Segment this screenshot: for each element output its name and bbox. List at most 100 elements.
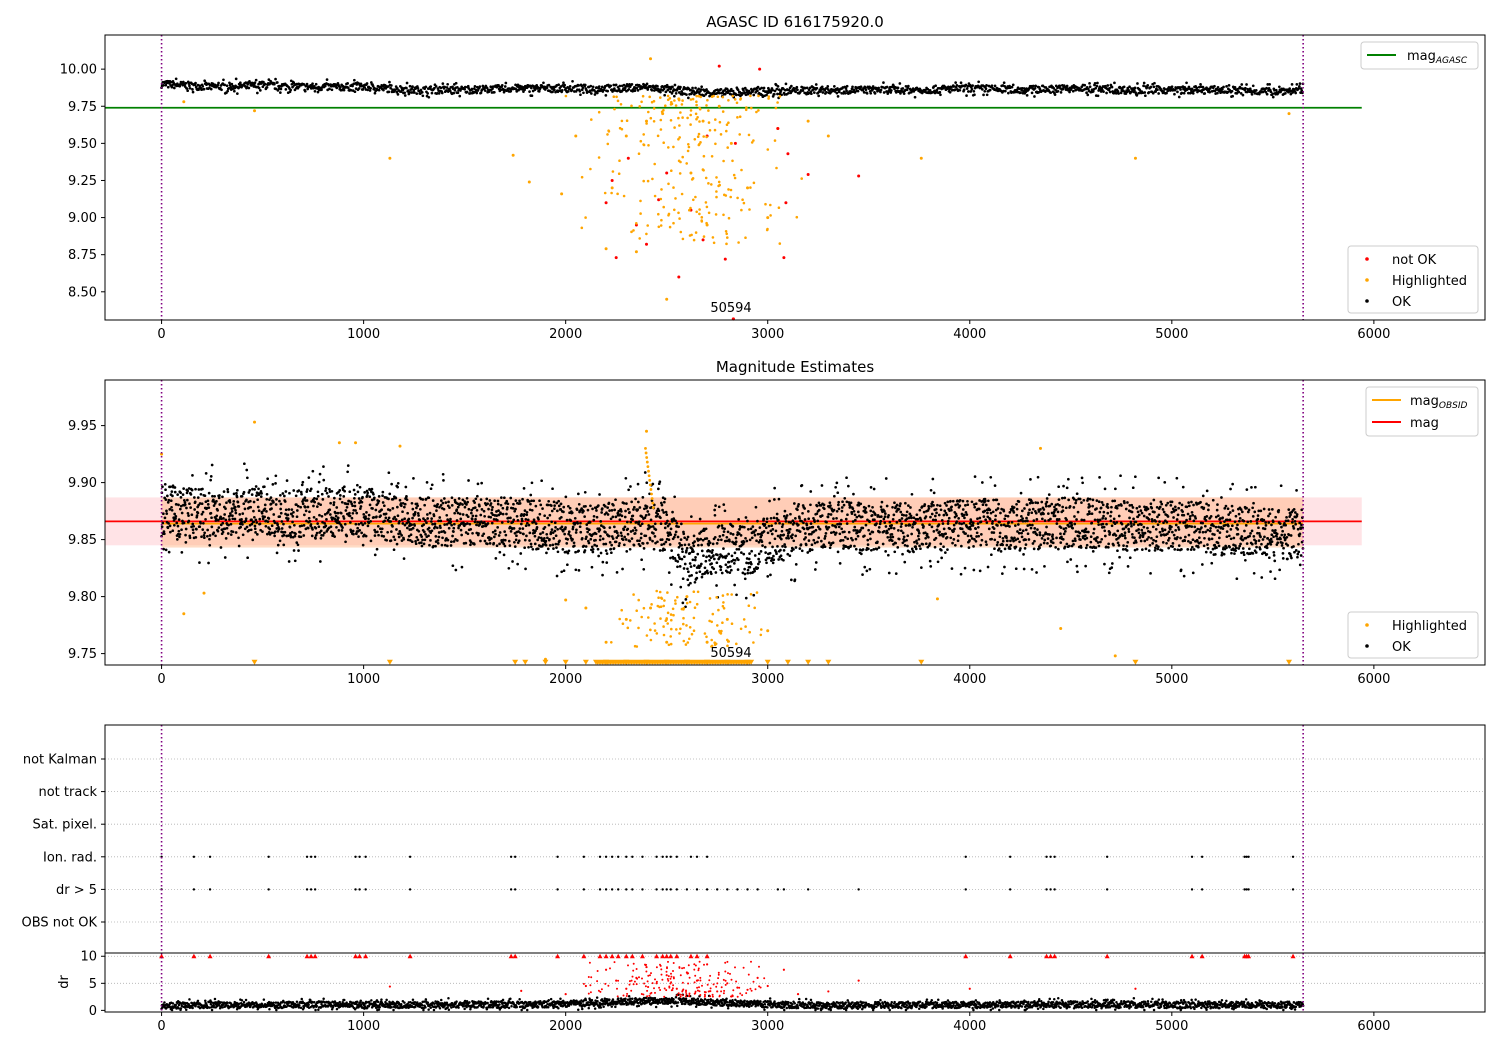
highlighted-point	[644, 429, 648, 433]
highlighted-point	[685, 595, 689, 599]
offscale-highlighted-marker	[562, 659, 569, 665]
y-tick-label: 0	[89, 1004, 97, 1019]
series-ok-points	[160, 462, 1305, 609]
capped-dr-marker	[688, 953, 694, 959]
flag-point	[556, 888, 559, 891]
flag-point	[358, 888, 361, 891]
y-axis-label: dr	[57, 975, 72, 989]
capped-dr-marker	[1007, 953, 1013, 959]
not-ok-point	[657, 198, 661, 202]
flag-point	[746, 888, 749, 891]
flag-point	[1053, 888, 1056, 891]
not-ok-point	[604, 201, 608, 205]
not-ok-point	[796, 993, 800, 996]
flag-point	[1045, 888, 1048, 891]
x-tick-label: 6000	[1357, 327, 1390, 342]
legend-label: OK	[1392, 295, 1411, 310]
flag-point	[556, 855, 559, 858]
flag-point	[661, 855, 664, 858]
not-ok-point	[726, 982, 729, 985]
flag-point	[669, 888, 672, 891]
flag-point	[669, 855, 672, 858]
flag-point	[305, 888, 309, 891]
flag-point	[604, 855, 608, 858]
highlighted-point	[610, 186, 614, 190]
highlighted-point	[182, 100, 186, 104]
flag-point	[726, 888, 729, 891]
x-tick-label: 3000	[751, 672, 784, 687]
capped-dr-marker	[660, 953, 666, 959]
highlighted-point	[584, 606, 588, 610]
flag-point	[617, 855, 620, 858]
not-ok-point	[625, 987, 628, 990]
legend-label: mag	[1410, 416, 1439, 431]
not-ok-point	[615, 979, 618, 982]
panel-title: Magnitude Estimates	[716, 358, 874, 376]
flag-point	[1190, 855, 1194, 858]
flag-point	[705, 888, 709, 891]
offscale-highlighted-marker	[542, 659, 549, 665]
flag-point	[1243, 855, 1246, 858]
capped-dr-marker	[597, 953, 603, 959]
flag-point	[964, 888, 967, 891]
y-tick-label: 5	[89, 977, 97, 992]
capped-dr-marker	[304, 953, 310, 959]
legend-box	[1347, 245, 1479, 314]
flag-point	[655, 888, 658, 891]
x-tick-label: 0	[157, 327, 165, 342]
y-tick-label: 9.75	[68, 647, 97, 662]
flag-point	[354, 855, 357, 858]
flag-point	[695, 855, 699, 858]
capped-dr-marker	[1246, 953, 1252, 959]
capped-dr-marker	[694, 953, 700, 959]
y-tick-label: 10	[80, 950, 97, 965]
highlighted-spike-point	[645, 460, 649, 464]
capped-dr-marker	[623, 953, 629, 959]
capped-dr-marker	[1052, 953, 1058, 959]
not-ok-point	[766, 984, 769, 988]
flag-point	[1105, 855, 1109, 858]
flag-point	[1053, 855, 1056, 858]
highlighted-point	[574, 134, 578, 138]
flag-point	[705, 855, 709, 858]
capped-dr-marker	[353, 953, 359, 959]
flag-point	[1291, 855, 1295, 858]
flag-point	[631, 855, 634, 858]
x-tick-label: 5000	[1155, 1019, 1188, 1034]
capped-dr-marker	[581, 953, 587, 959]
highlighted-point	[182, 612, 186, 616]
highlighted-spike-point	[651, 506, 655, 510]
offscale-highlighted-band	[592, 659, 755, 665]
flag-point	[267, 888, 270, 891]
highlighted-cloud-points	[564, 94, 803, 246]
not-ok-point	[388, 985, 391, 988]
flag-point	[685, 888, 689, 891]
y-tick-label: 9.80	[68, 590, 97, 605]
capped-dr-marker	[512, 953, 518, 959]
highlighted-spike-point	[649, 488, 653, 491]
not-ok-point	[827, 990, 830, 993]
not-ok-point	[968, 987, 971, 990]
highlighted-point	[253, 420, 257, 424]
x-tick-label: 4000	[953, 672, 986, 687]
x-tick-label: 4000	[953, 1019, 986, 1034]
series-ok-points	[160, 77, 1305, 100]
highlighted-point	[826, 134, 830, 138]
highlighted-point	[1287, 112, 1291, 116]
capped-dr-marker	[407, 953, 413, 959]
panel-agasc-magnitude: AGASC ID 616175920.0 50594 0 1000 2000 3000…	[60, 13, 1486, 342]
flag-point	[1008, 888, 1012, 891]
offscale-highlighted-marker	[1286, 659, 1293, 665]
highlighted-point	[337, 441, 341, 445]
highlighted-spike-point	[647, 469, 650, 473]
flag-point	[675, 855, 679, 858]
flag-row-label: OBS not OK	[22, 916, 98, 931]
y-tick-label: 9.95	[68, 419, 97, 434]
highlighted-point	[725, 617, 729, 621]
flag-point	[1190, 888, 1194, 891]
capped-dr-marker	[603, 953, 609, 959]
not-ok-point	[614, 256, 618, 260]
y-tick-label: 9.85	[68, 533, 97, 548]
offscale-highlighted-marker	[784, 659, 791, 665]
highlighted-point	[1059, 627, 1063, 631]
